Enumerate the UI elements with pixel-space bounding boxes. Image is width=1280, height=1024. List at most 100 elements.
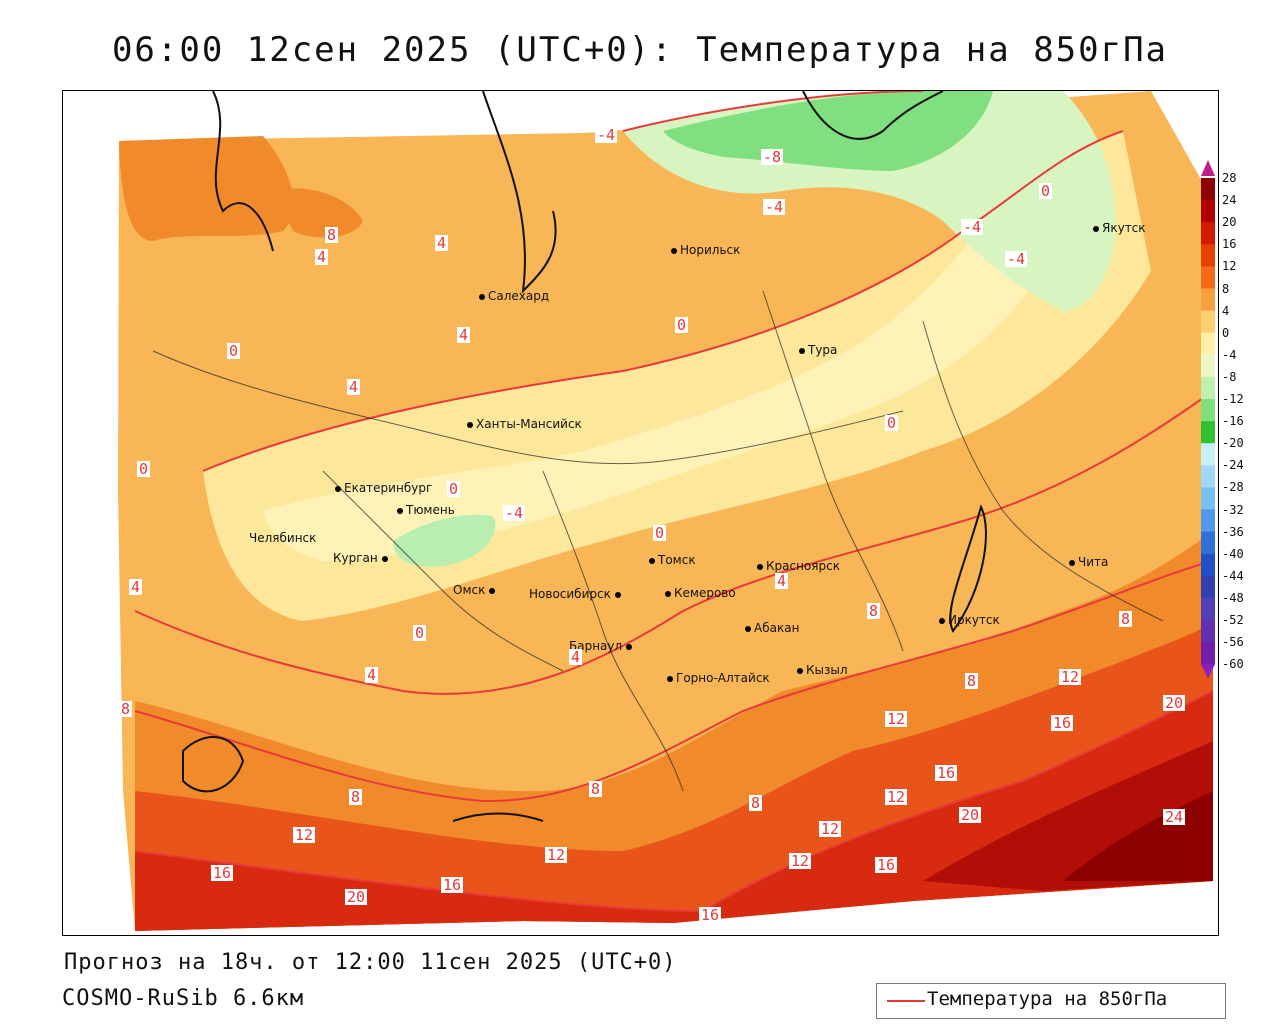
city-yakutsk: Якутск (1093, 221, 1146, 235)
isoline-label: 4 (569, 648, 583, 666)
isoline-label: 12 (293, 826, 316, 844)
scale-max-arrow (1201, 160, 1215, 176)
isoline-label: 8 (325, 226, 339, 244)
isoline-label: 12 (789, 852, 812, 870)
isoline-label: -4 (1005, 250, 1028, 268)
scale-tick-label: -48 (1222, 590, 1244, 605)
scale-tick-label: -28 (1222, 480, 1244, 495)
isoline-label: 4 (365, 666, 379, 684)
city-marker (467, 421, 473, 428)
city-label: Чита (1078, 555, 1109, 569)
scale-swatch (1201, 222, 1215, 245)
isoline-label: 8 (119, 700, 133, 718)
scale-swatch (1201, 200, 1215, 223)
city-label: Кызыл (806, 663, 848, 677)
isoline-label: 4 (315, 248, 329, 266)
isoline-label: 8 (749, 794, 763, 812)
isoline-label: -4 (595, 126, 618, 144)
city-gorno-altaysk: Горно-Алтайск (667, 671, 770, 685)
scale-tick-label: 0 (1222, 325, 1230, 340)
city-label: Тура (808, 343, 838, 357)
isoline-label: 16 (1051, 714, 1074, 732)
scale-tick-label: -8 (1222, 369, 1237, 384)
city-marker (335, 485, 341, 492)
scale-swatch (1201, 332, 1215, 356)
city-marker (479, 293, 485, 300)
city-marker (649, 557, 655, 564)
temperature-field (118, 91, 1214, 931)
city-marker (614, 591, 621, 598)
scale-tick-label: -36 (1222, 524, 1244, 539)
legend-line-swatch (887, 1000, 925, 1002)
city-marker (667, 675, 673, 682)
city-novosibirsk: Новосибирск (529, 587, 624, 601)
scale-tick-label: -56 (1222, 635, 1244, 650)
city-label: Челябинск (249, 531, 317, 545)
city-label: Екатеринбург (344, 481, 433, 495)
scale-tick-label: -52 (1222, 613, 1244, 627)
scale-swatch (1201, 487, 1215, 510)
isoline-label: 12 (1059, 668, 1082, 686)
city-label: Красноярск (766, 559, 840, 573)
scale-tick-label: -24 (1222, 458, 1244, 473)
city-label: Ханты-Мансийск (476, 417, 582, 431)
isoline-label: 12 (885, 788, 908, 806)
scale-swatch (1201, 354, 1215, 378)
scale-swatch (1201, 509, 1215, 533)
scale-tick-label: -44 (1222, 568, 1244, 583)
city-krasnoyarsk: Красноярск (757, 559, 840, 573)
legend: Температура на 850гПа (876, 983, 1226, 1019)
isoline-label: 4 (457, 326, 471, 344)
forecast-info: Прогноз на 18ч. от 12:00 11сен 2025 (UTC… (64, 950, 677, 975)
scale-swatch (1201, 244, 1215, 267)
isoline-label: 16 (699, 906, 722, 924)
isoline-label: -4 (503, 504, 526, 522)
city-marker (626, 643, 633, 650)
color-scale-bar (1201, 160, 1215, 679)
isoline-label: 8 (867, 602, 881, 620)
scale-swatch (1201, 266, 1215, 289)
scale-swatch (1201, 553, 1215, 577)
isoline-label: 16 (875, 856, 898, 874)
isoline-label: 8 (349, 788, 363, 806)
city-label: Иркутск (948, 613, 1000, 627)
scale-tick-label: 16 (1222, 237, 1237, 252)
city-label: Кемерово (674, 586, 736, 600)
city-label: Новосибирск (529, 587, 611, 601)
isoline-label: 0 (653, 524, 667, 542)
isoline-label: 8 (589, 780, 603, 798)
city-marker (1069, 559, 1075, 566)
forecast-map: Якутск Норильск Салехард Тура Ханты-Манс… (62, 90, 1219, 936)
scale-min-arrow (1201, 664, 1215, 679)
city-label: Якутск (1102, 221, 1146, 235)
city-label: Барнаул (569, 639, 623, 653)
city-chelyabinsk: Челябинск (249, 531, 316, 545)
city-barnaul: Барнаул (569, 639, 635, 653)
city-norilsk: Норильск (671, 243, 740, 257)
scale-swatch (1201, 531, 1215, 555)
isoline-label: 0 (447, 480, 461, 498)
city-label: Курган (333, 551, 378, 565)
isoline-label: 16 (441, 876, 464, 894)
scale-tick-label: -40 (1222, 546, 1244, 561)
scale-tick-label: -60 (1222, 657, 1244, 672)
scale-tick-label: 24 (1222, 193, 1237, 208)
city-label: Абакан (754, 621, 800, 635)
model-name: COSMO-RuSib 6.6км (62, 986, 305, 1011)
isoline-label: 0 (885, 414, 899, 432)
scale-tick-label: -16 (1222, 414, 1244, 429)
city-label: Тюмень (406, 503, 455, 517)
legend-label: Температура на 850гПа (927, 988, 1168, 1010)
isoline-label: 0 (227, 342, 241, 360)
isoline-label: 12 (819, 820, 842, 838)
scale-tick-label: -32 (1222, 502, 1244, 517)
city-marker (745, 625, 751, 632)
isoline-label: -4 (961, 218, 984, 236)
isoline-label: -8 (761, 148, 784, 166)
city-yekaterinburg: Екатеринбург (335, 481, 432, 495)
scale-tick-label: 4 (1222, 303, 1230, 318)
scale-swatch (1201, 597, 1215, 621)
isoline-label: 24 (1163, 808, 1186, 826)
color-scale: 28 24 20 16 12 8 4 0 -4 -8 -12 -16 -20 -24 -28 -32 -36 -4… (1198, 160, 1278, 690)
isoline-label: 12 (545, 846, 568, 864)
